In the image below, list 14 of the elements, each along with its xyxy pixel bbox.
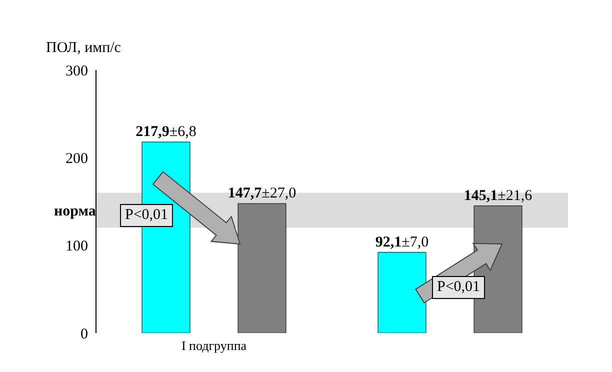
data-label: 92,1±7,0 [375,234,429,250]
y-tick-label: 100 [66,238,88,255]
data-label: 147,7±27,0 [228,186,296,202]
data-label: 145,1±21,6 [464,188,533,204]
y-tick-label: 0 [80,326,88,342]
y-axis-title: ПОЛ, имп/с [46,40,121,57]
bar [238,203,286,333]
annotation: P<0,01 [120,204,174,227]
y-tick-label: 200 [66,150,88,167]
annotation: P<0,01 [432,276,486,299]
data-label: 217,9±6,8 [136,124,196,140]
x-tick-label: I подгруппа [181,338,247,354]
y-tick-label: 300 [66,63,88,80]
band-label: норма [54,203,96,220]
